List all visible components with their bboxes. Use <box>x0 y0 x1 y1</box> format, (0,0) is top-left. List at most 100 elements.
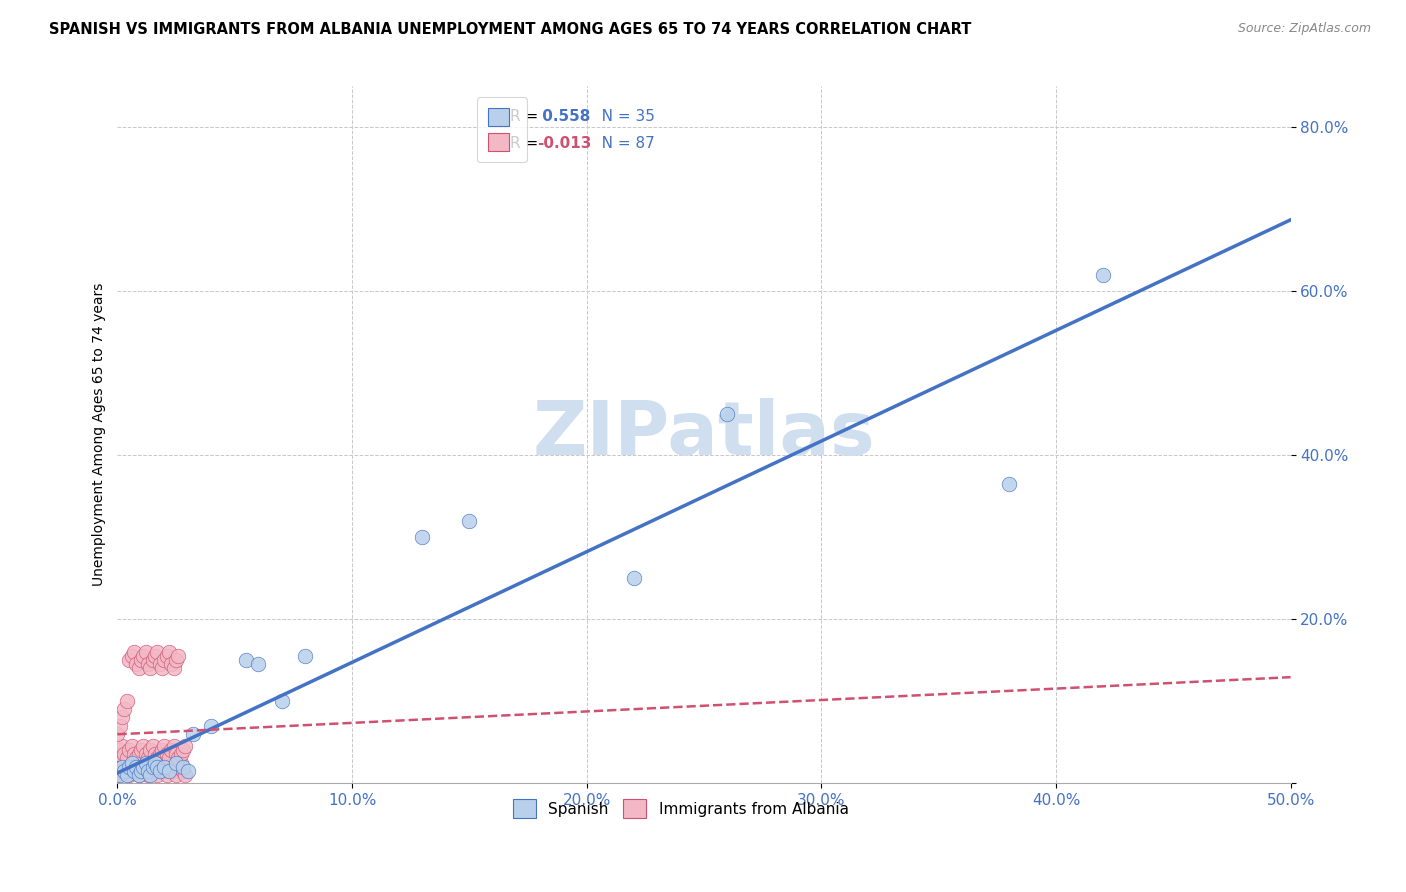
Point <box>172 759 194 773</box>
Point <box>157 645 180 659</box>
Point <box>129 759 152 773</box>
Point <box>128 747 150 762</box>
Point <box>139 661 162 675</box>
Point <box>132 648 155 663</box>
Point <box>170 756 193 770</box>
Point <box>114 764 136 778</box>
Point <box>142 739 165 753</box>
Point <box>129 653 152 667</box>
Text: SPANISH VS IMMIGRANTS FROM ALBANIA UNEMPLOYMENT AMONG AGES 65 TO 74 YEARS CORREL: SPANISH VS IMMIGRANTS FROM ALBANIA UNEMP… <box>49 22 972 37</box>
Text: ZIPatlas: ZIPatlas <box>533 398 876 471</box>
Point <box>1091 268 1114 282</box>
Point <box>142 653 165 667</box>
Point <box>149 759 172 773</box>
Point <box>139 759 162 773</box>
Point <box>121 756 143 770</box>
Text: Source: ZipAtlas.com: Source: ZipAtlas.com <box>1237 22 1371 36</box>
Point <box>108 768 131 782</box>
Point <box>458 514 481 528</box>
Point <box>181 727 204 741</box>
Point <box>160 756 183 770</box>
Point <box>163 739 186 753</box>
Text: 0.558: 0.558 <box>537 109 591 124</box>
Point <box>108 743 131 757</box>
Point <box>122 645 145 659</box>
Text: N = 87: N = 87 <box>586 136 654 151</box>
Point <box>142 759 165 773</box>
Point <box>115 694 138 708</box>
Point <box>129 764 152 778</box>
Point <box>150 661 173 675</box>
Point <box>121 648 143 663</box>
Point <box>160 743 183 757</box>
Point <box>153 764 176 778</box>
Point <box>121 759 143 773</box>
Point <box>167 759 190 773</box>
Point <box>114 747 136 762</box>
Point <box>111 759 134 773</box>
Point <box>111 710 134 724</box>
Point <box>294 648 316 663</box>
Point <box>139 743 162 757</box>
Point <box>129 743 152 757</box>
Point <box>114 702 136 716</box>
Point <box>139 768 162 782</box>
Point <box>200 719 222 733</box>
Point <box>118 768 141 782</box>
Point <box>136 751 159 765</box>
Point <box>170 747 193 762</box>
Point <box>156 768 179 782</box>
Point <box>128 768 150 782</box>
Point <box>143 756 166 770</box>
Point <box>146 751 169 765</box>
Point <box>163 661 186 675</box>
Point <box>177 764 200 778</box>
Point <box>132 759 155 773</box>
Point <box>146 645 169 659</box>
Point <box>149 657 172 672</box>
Point <box>143 648 166 663</box>
Point <box>172 764 194 778</box>
Point <box>167 648 190 663</box>
Point <box>156 747 179 762</box>
Point <box>122 764 145 778</box>
Point <box>156 648 179 663</box>
Point <box>115 764 138 778</box>
Point <box>172 743 194 757</box>
Point <box>136 657 159 672</box>
Point <box>165 756 187 770</box>
Point <box>107 727 129 741</box>
Text: N = 35: N = 35 <box>586 109 655 124</box>
Point <box>157 759 180 773</box>
Point <box>247 657 270 672</box>
Point <box>143 764 166 778</box>
Point <box>157 764 180 778</box>
Point <box>125 657 148 672</box>
Point <box>135 756 157 770</box>
Point <box>143 747 166 762</box>
Point <box>118 743 141 757</box>
Point <box>125 759 148 773</box>
Point <box>411 530 433 544</box>
Point <box>163 764 186 778</box>
Point <box>121 739 143 753</box>
Point <box>136 764 159 778</box>
Text: R =: R = <box>510 109 544 124</box>
Point <box>150 743 173 757</box>
Point <box>118 653 141 667</box>
Point <box>132 739 155 753</box>
Point <box>125 751 148 765</box>
Legend: Spanish, Immigrants from Albania: Spanish, Immigrants from Albania <box>506 793 855 824</box>
Text: -0.013: -0.013 <box>537 136 592 151</box>
Point <box>107 747 129 762</box>
Point <box>135 764 157 778</box>
Point <box>174 739 197 753</box>
Point <box>623 571 645 585</box>
Point <box>165 747 187 762</box>
Point <box>167 751 190 765</box>
Point <box>716 407 738 421</box>
Point <box>153 653 176 667</box>
Point <box>998 476 1021 491</box>
Point <box>146 768 169 782</box>
Point <box>125 764 148 778</box>
